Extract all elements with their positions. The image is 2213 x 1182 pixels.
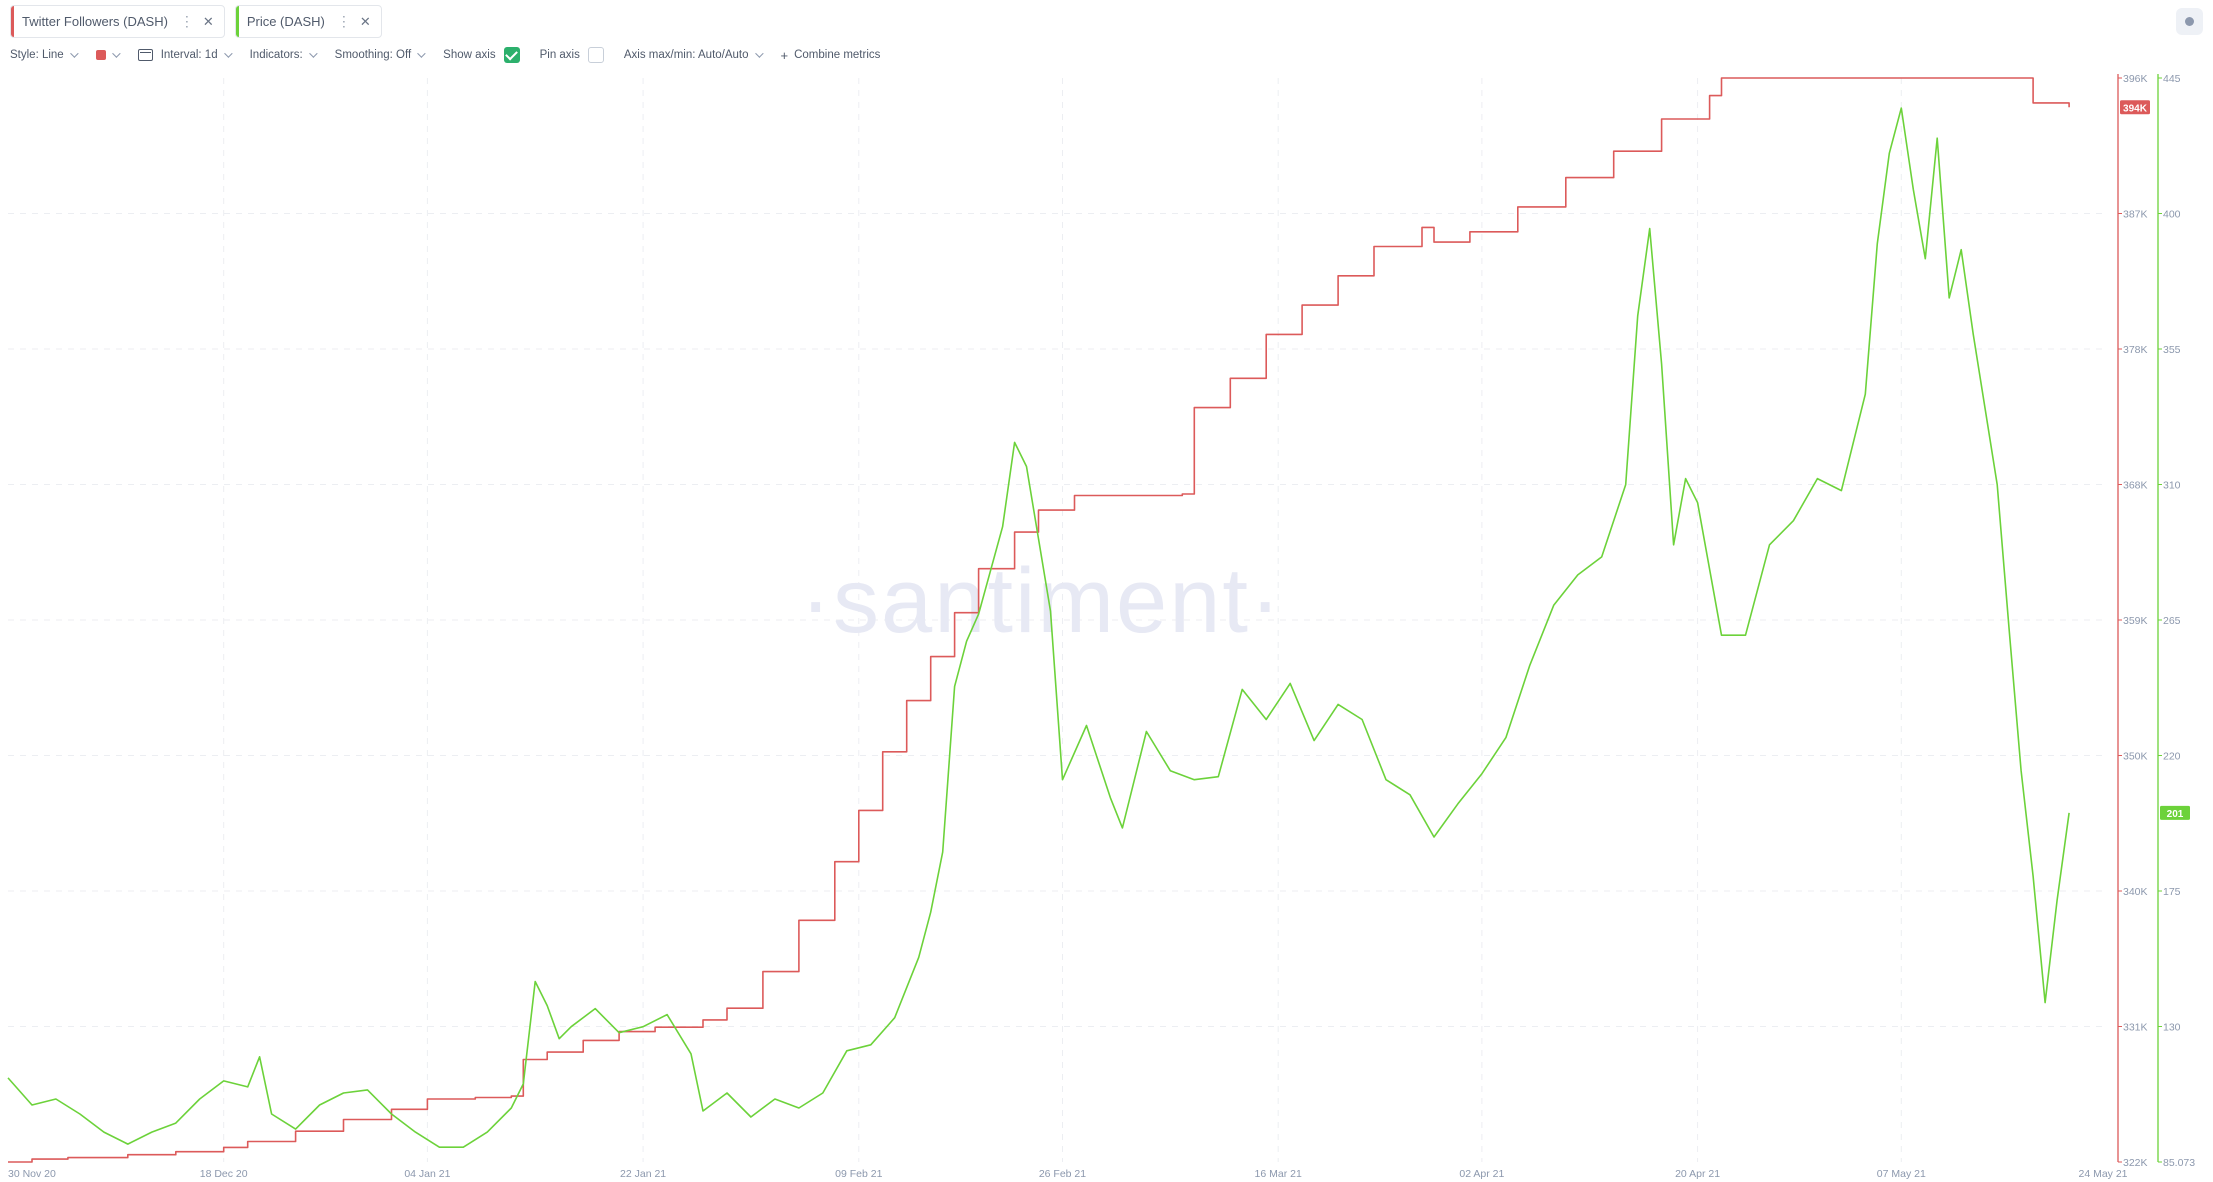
style-label: Style: Line [10,49,64,61]
dot-icon [2185,17,2194,26]
x-tick-label: 22 Jan 21 [620,1168,666,1180]
y-tick-label: 378K [2123,344,2148,356]
y-tick-label: 396K [2123,73,2148,85]
show-axis-checkbox[interactable] [503,47,520,63]
chart-axes: 30 Nov 20 18 Dec 20 04 Jan 21 22 Jan 21 09 F… [8,73,2195,1180]
series-line-price [7,107,2070,1148]
y-tick-label: 331K [2123,1022,2148,1034]
interval-dropdown[interactable]: Interval: 1d [137,49,233,61]
kebab-menu-icon[interactable]: ⋮ [336,13,351,29]
x-tick-label: 24 May 21 [2078,1168,2127,1180]
last-value-label: 394K [2123,103,2148,114]
y-tick-label: 359K [2123,615,2148,627]
plus-icon: + [780,47,789,63]
metric-chips: Twitter Followers (DASH) ⋮ ✕ Price (DASH… [10,5,382,38]
santiment-watermark: ·santiment· [800,550,1282,652]
x-tick-label: 09 Feb 21 [835,1168,882,1180]
close-icon[interactable]: ✕ [359,13,371,29]
x-tick-label: 26 Feb 21 [1039,1168,1086,1180]
pin-axis-toggle[interactable]: Pin axis [540,47,604,63]
interval-label: Interval: 1d [160,49,218,61]
chart-toolbar: Style: Line Interval: 1d Indicators: Smo… [10,44,900,66]
settings-dot-button[interactable] [2176,8,2203,35]
y-tick-label: 355 [2163,344,2181,356]
metric-chip-twitter-followers[interactable]: Twitter Followers (DASH) ⋮ ✕ [10,5,225,38]
y-tick-label: 175 [2163,886,2181,898]
chart-grid [8,78,2105,1162]
y-tick-label: 310 [2163,480,2181,492]
last-value-label: 201 [2167,809,2184,820]
kebab-menu-icon[interactable]: ⋮ [179,13,194,29]
y-tick-label: 322K [2123,1157,2148,1169]
y-tick-label: 340K [2123,886,2148,898]
chart-series [7,77,2070,1163]
x-tick-label: 07 May 21 [1877,1168,1926,1180]
metric-chip-price[interactable]: Price (DASH) ⋮ ✕ [234,5,382,38]
indicators-label: Indicators: [249,49,303,61]
smoothing-dropdown[interactable]: Smoothing: Off [334,49,426,61]
style-dropdown[interactable]: Style: Line [10,49,79,61]
x-tick-label: 16 Mar 21 [1255,1168,1302,1180]
x-tick-label: 04 Jan 21 [404,1168,450,1180]
y-tick-label: 130 [2163,1022,2181,1034]
y-tick-label: 445 [2163,73,2181,85]
metric-chip-label: Twitter Followers (DASH) [22,14,168,29]
combine-metrics-button[interactable]: + Combine metrics [781,48,881,63]
last-value-badge [2120,100,2150,115]
last-value-badge [2160,805,2190,820]
y-tick-label: 350K [2123,751,2148,763]
show-axis-label: Show axis [443,49,496,61]
x-tick-label: 20 Apr 21 [1675,1168,1720,1180]
smoothing-label: Smoothing: Off [334,49,412,61]
show-axis-toggle[interactable]: Show axis [443,47,520,63]
x-tick-label: 30 Nov 20 [8,1168,56,1180]
x-tick-label: 02 Apr 21 [1459,1168,1504,1180]
y-tick-label: 220 [2163,751,2181,763]
pin-axis-label: Pin axis [539,49,580,61]
pin-axis-checkbox[interactable] [587,47,604,63]
y-tick-label: 265 [2163,615,2181,627]
axis-maxmin-label: Axis max/min: Auto/Auto [623,49,749,61]
y-tick-label: 387K [2123,209,2148,221]
close-icon[interactable]: ✕ [202,13,214,29]
y-tick-label: 85.073 [2163,1157,2195,1169]
y-tick-label: 368K [2123,480,2148,492]
axis-maxmin-dropdown[interactable]: Axis max/min: Auto/Auto [623,49,764,61]
metric-chip-label: Price (DASH) [246,14,325,29]
series-line-twitter-followers [8,77,2070,1163]
y-tick-label: 400 [2163,209,2181,221]
indicators-dropdown[interactable]: Indicators: [249,49,318,61]
x-tick-label: 18 Dec 20 [200,1168,248,1180]
combine-metrics-label: Combine metrics [794,49,881,61]
color-swatch [95,50,106,60]
calendar-icon [137,49,153,61]
color-dropdown[interactable] [95,49,121,60]
